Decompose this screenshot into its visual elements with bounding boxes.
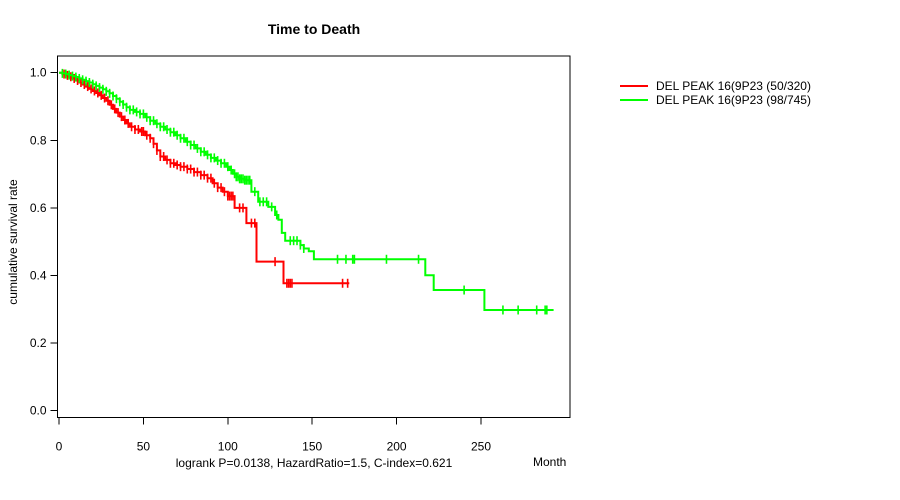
chart-title: Time to Death (267, 21, 361, 37)
x-tick-label: 150 (302, 440, 322, 454)
legend-label-group2: DEL PEAK 16(9P23 (98/745) (656, 93, 811, 107)
x-tick-label: 200 (387, 440, 407, 454)
legend: DEL PEAK 16(9P23 (50/320) DEL PEAK 16(9P… (620, 79, 811, 107)
legend-item-group2: DEL PEAK 16(9P23 (98/745) (620, 93, 811, 107)
y-tick-label: 0.2 (30, 336, 47, 350)
x-axis-label: Month (533, 455, 567, 469)
legend-line-red-icon (620, 85, 648, 87)
legend-item-group1: DEL PEAK 16(9P23 (50/320) (620, 79, 811, 93)
x-tick-label: 0 (56, 440, 63, 454)
y-tick-label: 0.4 (30, 269, 47, 283)
plot-box (57, 55, 571, 418)
legend-line-green-icon (620, 99, 648, 101)
x-tick-label: 250 (471, 440, 491, 454)
x-tick-label: 50 (137, 440, 151, 454)
y-tick-label: 1.0 (30, 66, 47, 80)
x-tick-label: 100 (218, 440, 238, 454)
legend-label-group1: DEL PEAK 16(9P23 (50/320) (656, 79, 811, 93)
y-tick-label: 0.6 (30, 201, 47, 215)
y-tick-label: 0.0 (30, 404, 47, 418)
statistics-annotation: logrank P=0.0138, HazardRatio=1.5, C-ind… (175, 456, 453, 470)
y-axis-label: cumulative survival rate (6, 179, 20, 305)
y-tick-label: 0.8 (30, 133, 47, 147)
